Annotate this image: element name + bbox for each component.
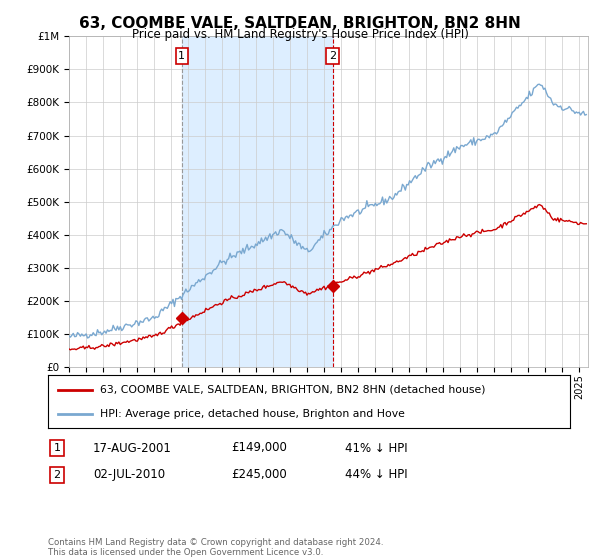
Text: 2: 2 bbox=[53, 470, 61, 480]
Text: 2: 2 bbox=[329, 51, 337, 61]
Text: 44% ↓ HPI: 44% ↓ HPI bbox=[345, 468, 407, 482]
Text: 1: 1 bbox=[53, 443, 61, 453]
Text: 63, COOMBE VALE, SALTDEAN, BRIGHTON, BN2 8HN: 63, COOMBE VALE, SALTDEAN, BRIGHTON, BN2… bbox=[79, 16, 521, 31]
Text: £245,000: £245,000 bbox=[231, 468, 287, 482]
Text: 1: 1 bbox=[178, 51, 185, 61]
Text: Contains HM Land Registry data © Crown copyright and database right 2024.
This d: Contains HM Land Registry data © Crown c… bbox=[48, 538, 383, 557]
Text: 17-AUG-2001: 17-AUG-2001 bbox=[93, 441, 172, 455]
Text: £149,000: £149,000 bbox=[231, 441, 287, 455]
Text: HPI: Average price, detached house, Brighton and Hove: HPI: Average price, detached house, Brig… bbox=[100, 409, 405, 419]
Text: 63, COOMBE VALE, SALTDEAN, BRIGHTON, BN2 8HN (detached house): 63, COOMBE VALE, SALTDEAN, BRIGHTON, BN2… bbox=[100, 385, 486, 395]
Text: 41% ↓ HPI: 41% ↓ HPI bbox=[345, 441, 407, 455]
Bar bbox=[182, 36, 333, 367]
Text: 02-JUL-2010: 02-JUL-2010 bbox=[93, 468, 165, 482]
Text: Price paid vs. HM Land Registry's House Price Index (HPI): Price paid vs. HM Land Registry's House … bbox=[131, 28, 469, 41]
